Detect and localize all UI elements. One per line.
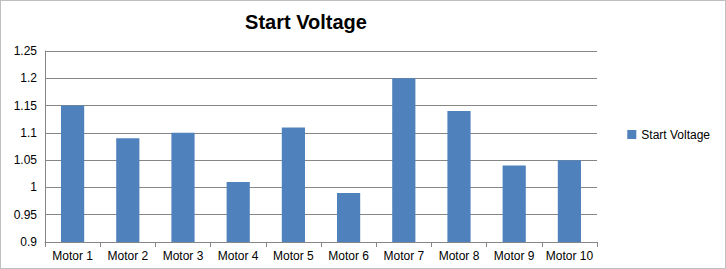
svg-text:Start Voltage: Start Voltage <box>245 11 367 33</box>
svg-text:Motor 8: Motor 8 <box>439 249 480 263</box>
svg-text:Motor 10: Motor 10 <box>546 249 594 263</box>
svg-text:Motor 2: Motor 2 <box>107 249 148 263</box>
svg-text:1: 1 <box>30 180 37 194</box>
svg-text:1.2: 1.2 <box>20 71 37 85</box>
svg-text:Motor 6: Motor 6 <box>328 249 369 263</box>
svg-text:Motor 1: Motor 1 <box>52 249 93 263</box>
svg-text:0.95: 0.95 <box>14 208 38 222</box>
svg-text:Motor 5: Motor 5 <box>273 249 314 263</box>
svg-text:1.25: 1.25 <box>14 44 38 58</box>
svg-text:1.15: 1.15 <box>14 99 38 113</box>
svg-text:0.9: 0.9 <box>20 235 37 249</box>
svg-text:1.1: 1.1 <box>20 126 37 140</box>
svg-text:Motor 9: Motor 9 <box>494 249 535 263</box>
svg-text:Motor 7: Motor 7 <box>383 249 424 263</box>
svg-text:Start Voltage: Start Voltage <box>641 128 710 142</box>
svg-text:1.05: 1.05 <box>14 153 38 167</box>
svg-text:Motor 3: Motor 3 <box>163 249 204 263</box>
svg-text:Motor 4: Motor 4 <box>218 249 259 263</box>
